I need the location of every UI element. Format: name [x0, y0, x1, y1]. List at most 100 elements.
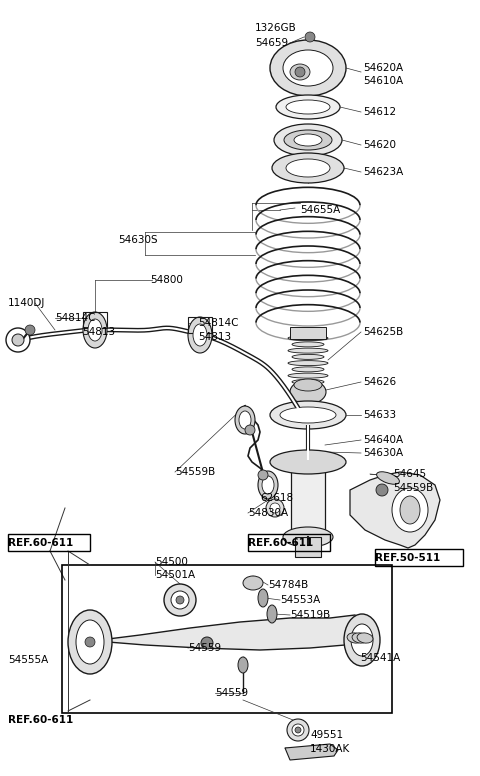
Ellipse shape: [294, 379, 322, 391]
Ellipse shape: [286, 100, 330, 114]
Text: 54623A: 54623A: [363, 167, 403, 177]
Text: 54655A: 54655A: [300, 205, 340, 215]
Text: 54559: 54559: [188, 643, 221, 653]
Ellipse shape: [290, 380, 326, 404]
Text: REF.60-611: REF.60-611: [8, 715, 73, 725]
Text: 54620A: 54620A: [363, 63, 403, 73]
Ellipse shape: [235, 406, 255, 434]
Text: 49551: 49551: [310, 730, 343, 740]
Text: 54813: 54813: [82, 327, 115, 337]
Ellipse shape: [267, 605, 277, 623]
Ellipse shape: [283, 527, 333, 547]
Text: 54501A: 54501A: [155, 570, 195, 580]
Ellipse shape: [294, 134, 322, 146]
Text: 54633: 54633: [363, 410, 396, 420]
Text: 54625B: 54625B: [363, 327, 403, 337]
Ellipse shape: [292, 342, 324, 347]
Text: 54519B: 54519B: [290, 610, 330, 620]
Ellipse shape: [400, 496, 420, 524]
Text: 54553A: 54553A: [280, 595, 320, 605]
Text: 54559B: 54559B: [175, 467, 215, 477]
Ellipse shape: [392, 488, 428, 532]
Circle shape: [6, 328, 30, 352]
Text: 54559B: 54559B: [393, 483, 433, 493]
Ellipse shape: [76, 620, 104, 664]
Polygon shape: [285, 744, 338, 760]
Ellipse shape: [270, 450, 346, 474]
Text: 54612: 54612: [363, 107, 396, 117]
Text: 54645: 54645: [393, 469, 426, 479]
Circle shape: [376, 484, 388, 496]
Circle shape: [287, 719, 309, 741]
Ellipse shape: [270, 401, 346, 429]
Circle shape: [295, 727, 301, 733]
Ellipse shape: [357, 633, 373, 643]
Circle shape: [266, 499, 284, 517]
Ellipse shape: [258, 471, 278, 499]
Ellipse shape: [288, 361, 328, 365]
Text: 1326GB: 1326GB: [255, 23, 297, 33]
Ellipse shape: [292, 367, 324, 372]
Ellipse shape: [258, 589, 268, 607]
Text: 54610A: 54610A: [363, 76, 403, 86]
Ellipse shape: [270, 40, 346, 96]
Bar: [291, 462, 325, 537]
Circle shape: [258, 470, 268, 480]
Ellipse shape: [288, 373, 328, 378]
Polygon shape: [100, 615, 365, 650]
Text: 54784B: 54784B: [268, 580, 308, 590]
Bar: [8, 534, 90, 551]
Text: REF.60-611: REF.60-611: [8, 538, 73, 548]
Text: 54800: 54800: [150, 275, 183, 285]
Text: 54559: 54559: [215, 688, 248, 698]
Text: 54814C: 54814C: [198, 318, 239, 328]
Text: 54830A: 54830A: [248, 508, 288, 518]
Ellipse shape: [286, 159, 330, 177]
Ellipse shape: [292, 379, 324, 384]
Text: 54620: 54620: [363, 140, 396, 150]
Text: 54626: 54626: [363, 377, 396, 387]
Ellipse shape: [377, 472, 399, 484]
Ellipse shape: [288, 336, 328, 341]
Circle shape: [176, 596, 184, 604]
Ellipse shape: [274, 124, 342, 156]
Ellipse shape: [188, 317, 212, 353]
Bar: [295, 537, 321, 557]
Text: REF.60-611: REF.60-611: [248, 538, 313, 548]
Circle shape: [25, 325, 35, 335]
Ellipse shape: [243, 576, 263, 590]
Ellipse shape: [344, 614, 380, 666]
Circle shape: [12, 334, 24, 346]
Ellipse shape: [280, 407, 336, 423]
Ellipse shape: [68, 610, 112, 674]
Circle shape: [295, 67, 305, 77]
Text: 54814C: 54814C: [55, 313, 96, 323]
Text: 54541A: 54541A: [360, 653, 400, 663]
Text: 54555A: 54555A: [8, 655, 48, 665]
Ellipse shape: [351, 624, 373, 656]
Ellipse shape: [292, 355, 324, 359]
Ellipse shape: [262, 476, 274, 494]
Text: 54500: 54500: [155, 557, 188, 567]
Ellipse shape: [88, 319, 102, 341]
Circle shape: [305, 32, 315, 42]
Ellipse shape: [290, 64, 310, 80]
Ellipse shape: [283, 50, 333, 86]
Text: REF.50-511: REF.50-511: [375, 553, 440, 563]
Ellipse shape: [239, 411, 251, 429]
Bar: [375, 549, 463, 566]
Text: 54640A: 54640A: [363, 435, 403, 445]
Bar: [83, 312, 107, 328]
Bar: [248, 534, 330, 551]
Bar: [290, 327, 326, 339]
Ellipse shape: [83, 312, 107, 348]
Circle shape: [245, 425, 255, 435]
Ellipse shape: [193, 324, 207, 346]
Bar: [62, 565, 392, 713]
Text: 1430AK: 1430AK: [310, 744, 350, 754]
Ellipse shape: [272, 153, 344, 183]
Text: 54630A: 54630A: [363, 448, 403, 458]
Polygon shape: [350, 472, 440, 548]
Text: 54813: 54813: [198, 332, 231, 342]
Circle shape: [171, 591, 189, 609]
